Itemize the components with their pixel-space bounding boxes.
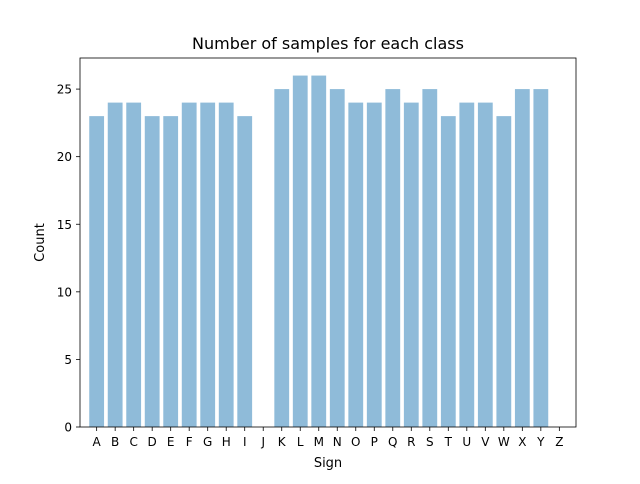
- bar-V: [477, 102, 493, 427]
- bar-O: [348, 102, 364, 427]
- bar-S: [422, 89, 438, 427]
- bar-M: [311, 75, 327, 427]
- x-tick-label-K: K: [278, 435, 287, 449]
- y-tick-label-15: 15: [57, 218, 72, 232]
- x-tick-label-F: F: [186, 435, 193, 449]
- bar-L: [292, 75, 308, 427]
- x-tick-label-C: C: [129, 435, 137, 449]
- x-tick-label-Y: Y: [536, 435, 545, 449]
- x-tick-label-I: I: [243, 435, 247, 449]
- y-tick-label-20: 20: [57, 150, 72, 164]
- bar-B: [107, 102, 123, 427]
- chart-title: Number of samples for each class: [192, 34, 464, 53]
- bar-U: [459, 102, 475, 427]
- bar-P: [366, 102, 382, 427]
- bar-Y: [533, 89, 549, 427]
- x-axis-label: Sign: [314, 456, 342, 471]
- bars-layer: [89, 75, 549, 428]
- bar-D: [144, 116, 160, 428]
- y-ticks-layer: 0 5 10 15 20 25: [57, 83, 80, 435]
- bar-Q: [385, 89, 401, 427]
- x-tick-label-R: R: [407, 435, 415, 449]
- x-tick-label-E: E: [167, 435, 175, 449]
- x-tick-label-S: S: [426, 435, 434, 449]
- bar-N: [329, 89, 345, 427]
- x-tick-label-W: W: [498, 435, 510, 449]
- bar-C: [126, 102, 142, 427]
- bar-W: [496, 116, 512, 428]
- bar-F: [181, 102, 197, 427]
- x-tick-label-V: V: [481, 435, 490, 449]
- plot-frame: [79, 57, 577, 428]
- x-tick-label-N: N: [333, 435, 342, 449]
- y-tick-label-10: 10: [57, 285, 72, 299]
- y-axis-label: Count: [33, 223, 48, 262]
- x-tick-label-B: B: [111, 435, 119, 449]
- x-tick-label-Z: Z: [555, 435, 563, 449]
- bar-E: [163, 116, 179, 428]
- bar-I: [237, 116, 253, 428]
- x-tick-label-X: X: [518, 435, 526, 449]
- x-tick-label-Q: Q: [388, 435, 397, 449]
- bar-A: [89, 116, 105, 428]
- x-tick-label-G: G: [203, 435, 212, 449]
- x-tick-label-M: M: [314, 435, 324, 449]
- x-tick-label-A: A: [93, 435, 102, 449]
- y-tick-label-5: 5: [64, 353, 72, 367]
- y-tick-label-0: 0: [64, 421, 72, 435]
- x-tick-label-T: T: [444, 435, 453, 449]
- y-tick-label-25: 25: [57, 83, 72, 97]
- bar-R: [403, 102, 419, 427]
- x-tick-label-O: O: [351, 435, 360, 449]
- x-tick-label-H: H: [222, 435, 231, 449]
- x-tick-label-J: J: [260, 435, 265, 449]
- bar-K: [274, 89, 290, 427]
- x-tick-label-D: D: [148, 435, 157, 449]
- bar-X: [514, 89, 530, 427]
- x-tick-label-L: L: [297, 435, 304, 449]
- bar-H: [218, 102, 234, 427]
- bar-G: [200, 102, 216, 427]
- bar-T: [440, 116, 456, 428]
- x-tick-label-U: U: [462, 435, 471, 449]
- x-tick-label-P: P: [371, 435, 378, 449]
